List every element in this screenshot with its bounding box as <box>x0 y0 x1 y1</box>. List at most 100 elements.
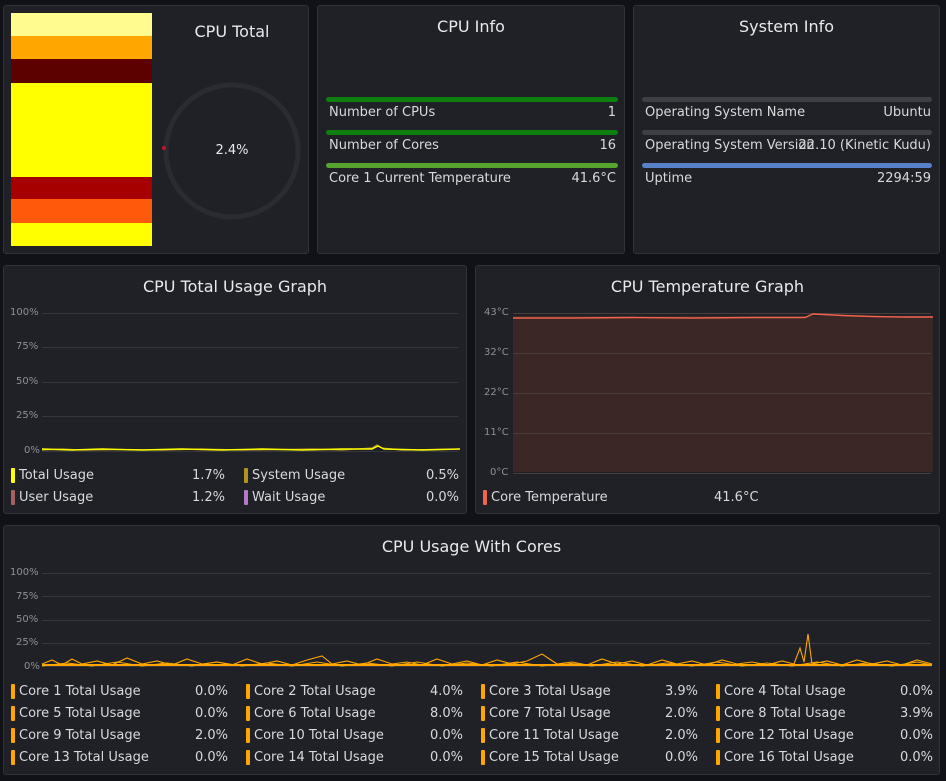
uptime-value: 2294:59 <box>876 171 931 186</box>
legend-user-usage-value: 1.2% <box>191 490 225 505</box>
legend-core-2-label[interactable]: Core 2 Total Usage <box>254 684 376 699</box>
legend-core-10-label[interactable]: Core 10 Total Usage <box>254 728 384 743</box>
os-name-value: Ubuntu <box>883 105 931 120</box>
grid-line <box>513 433 931 434</box>
grid-line <box>42 620 931 621</box>
legend-swatch <box>246 706 250 721</box>
grid-line <box>513 353 931 354</box>
y-tick-label: 100% <box>10 307 39 318</box>
legend-core-1-label[interactable]: Core 1 Total Usage <box>19 684 141 699</box>
legend-core-11-value: 2.0% <box>664 728 698 743</box>
legend-core-5-label[interactable]: Core 5 Total Usage <box>19 706 141 721</box>
legend-core-temperature-label[interactable]: Core Temperature <box>491 490 608 505</box>
cpu-total-value: 2.4% <box>215 143 249 158</box>
legend-core-1-value: 0.0% <box>194 684 228 699</box>
temperature-area-fill <box>513 316 933 472</box>
legend-swatch <box>716 750 720 765</box>
legend-system-usage-label[interactable]: System Usage <box>252 468 346 483</box>
legend-core-4-label[interactable]: Core 4 Total Usage <box>724 684 846 699</box>
stack-segment <box>11 83 152 177</box>
cpu-count-label: Number of CPUs <box>329 105 436 120</box>
legend-core-6-value: 8.0% <box>429 706 463 721</box>
legend-swatch <box>481 728 485 743</box>
legend-core-9-label[interactable]: Core 9 Total Usage <box>19 728 141 743</box>
y-tick-label: 75% <box>16 591 39 602</box>
core-count-label: Number of Cores <box>329 138 439 153</box>
legend-swatch <box>246 684 250 699</box>
grid-line <box>513 473 931 474</box>
legend-core-13-value: 0.0% <box>194 750 228 765</box>
legend-swatch <box>244 490 248 505</box>
legend-core-9-value: 2.0% <box>194 728 228 743</box>
cores-series-lines <box>41 633 933 667</box>
legend-core-12-label[interactable]: Core 12 Total Usage <box>724 728 854 743</box>
panel-title: CPU Total Usage Graph <box>142 277 328 296</box>
legend-swatch <box>244 468 248 483</box>
grid-line <box>42 416 458 417</box>
legend-total-usage-label[interactable]: Total Usage <box>19 468 94 483</box>
os-version-value: 22.10 (Kinetic Kudu) <box>798 138 931 153</box>
grid-line <box>42 573 931 574</box>
legend-core-3-label[interactable]: Core 3 Total Usage <box>489 684 611 699</box>
usage-graph-panel: CPU Total Usage Graph 100% 75% 50% 25% 0… <box>3 265 467 514</box>
legend-core-14-value: 0.0% <box>429 750 463 765</box>
legend-swatch <box>11 490 15 505</box>
core-temp-bar <box>326 163 618 168</box>
legend-core-6-label[interactable]: Core 6 Total Usage <box>254 706 376 721</box>
legend-swatch <box>11 468 15 483</box>
legend-user-usage-label[interactable]: User Usage <box>19 490 94 505</box>
y-tick-label: 0% <box>24 661 40 672</box>
grid-line <box>42 313 458 314</box>
y-tick-label: 75% <box>16 341 39 352</box>
legend-total-usage-value: 1.7% <box>191 468 225 483</box>
core-count-value: 16 <box>599 138 616 153</box>
legend-core-8-label[interactable]: Core 8 Total Usage <box>724 706 846 721</box>
legend-core-13-label[interactable]: Core 13 Total Usage <box>19 750 149 765</box>
y-tick-label: 50% <box>16 376 39 387</box>
legend-core-8-value: 3.9% <box>899 706 933 721</box>
legend-wait-usage-value: 0.0% <box>425 490 459 505</box>
cpu-count-bar <box>326 97 618 102</box>
legend-core-2-value: 4.0% <box>429 684 463 699</box>
os-name-bar <box>642 97 932 102</box>
legend-swatch <box>483 490 487 505</box>
legend-core-10-value: 0.0% <box>429 728 463 743</box>
legend-core-14-label[interactable]: Core 14 Total Usage <box>254 750 384 765</box>
os-version-label: Operating System Version <box>645 138 815 153</box>
panel-title: CPU Usage With Cores <box>381 537 562 556</box>
legend-swatch <box>716 728 720 743</box>
stack-segment <box>11 13 152 36</box>
grid-line <box>42 451 458 452</box>
panel-title: CPU Info <box>437 17 505 36</box>
y-tick-label: 25% <box>16 637 39 648</box>
core-temp-value: 41.6°C <box>571 171 616 186</box>
legend-swatch <box>716 706 720 721</box>
legend-core-5-value: 0.0% <box>194 706 228 721</box>
panel-title: System Info <box>738 17 835 36</box>
core-temp-label: Core 1 Current Temperature <box>329 171 511 186</box>
legend-core-4-value: 0.0% <box>899 684 933 699</box>
legend-core-3-value: 3.9% <box>664 684 698 699</box>
legend-core-16-label[interactable]: Core 16 Total Usage <box>724 750 854 765</box>
legend-swatch <box>481 684 485 699</box>
grid-line <box>513 313 931 314</box>
panel-title: CPU Temperature Graph <box>610 277 805 296</box>
legend-system-usage-value: 0.5% <box>425 468 459 483</box>
legend-swatch <box>11 706 15 721</box>
stack-segment <box>11 199 152 223</box>
cpu-total-gauge <box>162 82 301 220</box>
grid-line <box>42 347 458 348</box>
legend-core-11-label[interactable]: Core 11 Total Usage <box>489 728 619 743</box>
usage-series-lines <box>41 444 461 451</box>
legend-core-12-value: 0.0% <box>899 728 933 743</box>
y-tick-label: 43°C <box>484 307 509 318</box>
legend-core-15-label[interactable]: Core 15 Total Usage <box>489 750 619 765</box>
y-tick-label: 50% <box>16 614 39 625</box>
stack-segment <box>11 223 152 246</box>
grid-line <box>42 666 931 667</box>
legend-core-7-label[interactable]: Core 7 Total Usage <box>489 706 611 721</box>
legend-wait-usage-label[interactable]: Wait Usage <box>252 490 326 505</box>
temperature-graph-panel: CPU Temperature Graph 43°C 32°C 22°C 11°… <box>475 265 940 514</box>
legend-swatch <box>716 684 720 699</box>
legend-swatch <box>11 728 15 743</box>
